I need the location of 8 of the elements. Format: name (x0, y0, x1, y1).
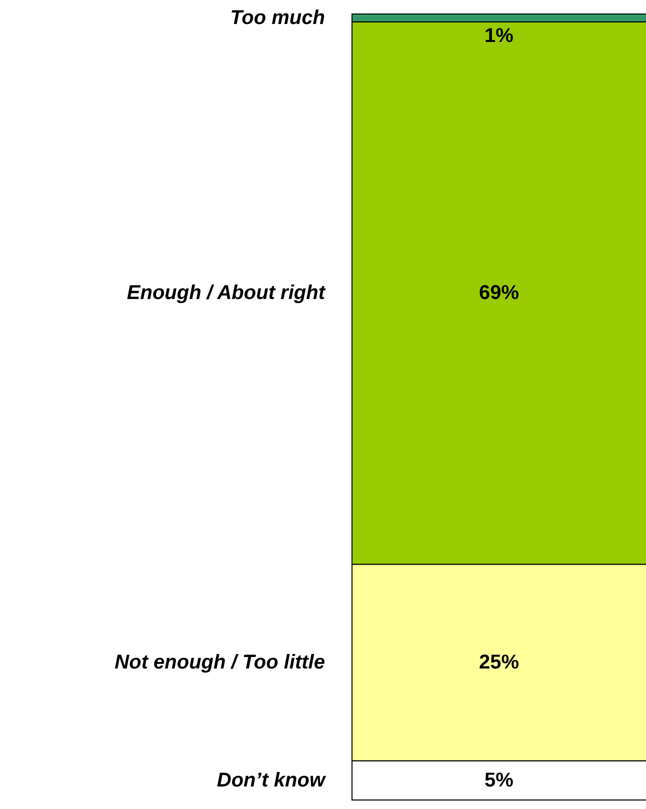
data-label: 25% (478, 651, 520, 674)
data-label: 69% (478, 282, 520, 304)
series-label: Too much (230, 6, 325, 29)
data-label: 1% (484, 24, 514, 47)
series-label: Enough / About right (126, 282, 326, 304)
series-label: Not enough / Too little (114, 651, 325, 674)
series-label: Don’t know (216, 769, 326, 792)
data-label: 5% (484, 769, 514, 792)
